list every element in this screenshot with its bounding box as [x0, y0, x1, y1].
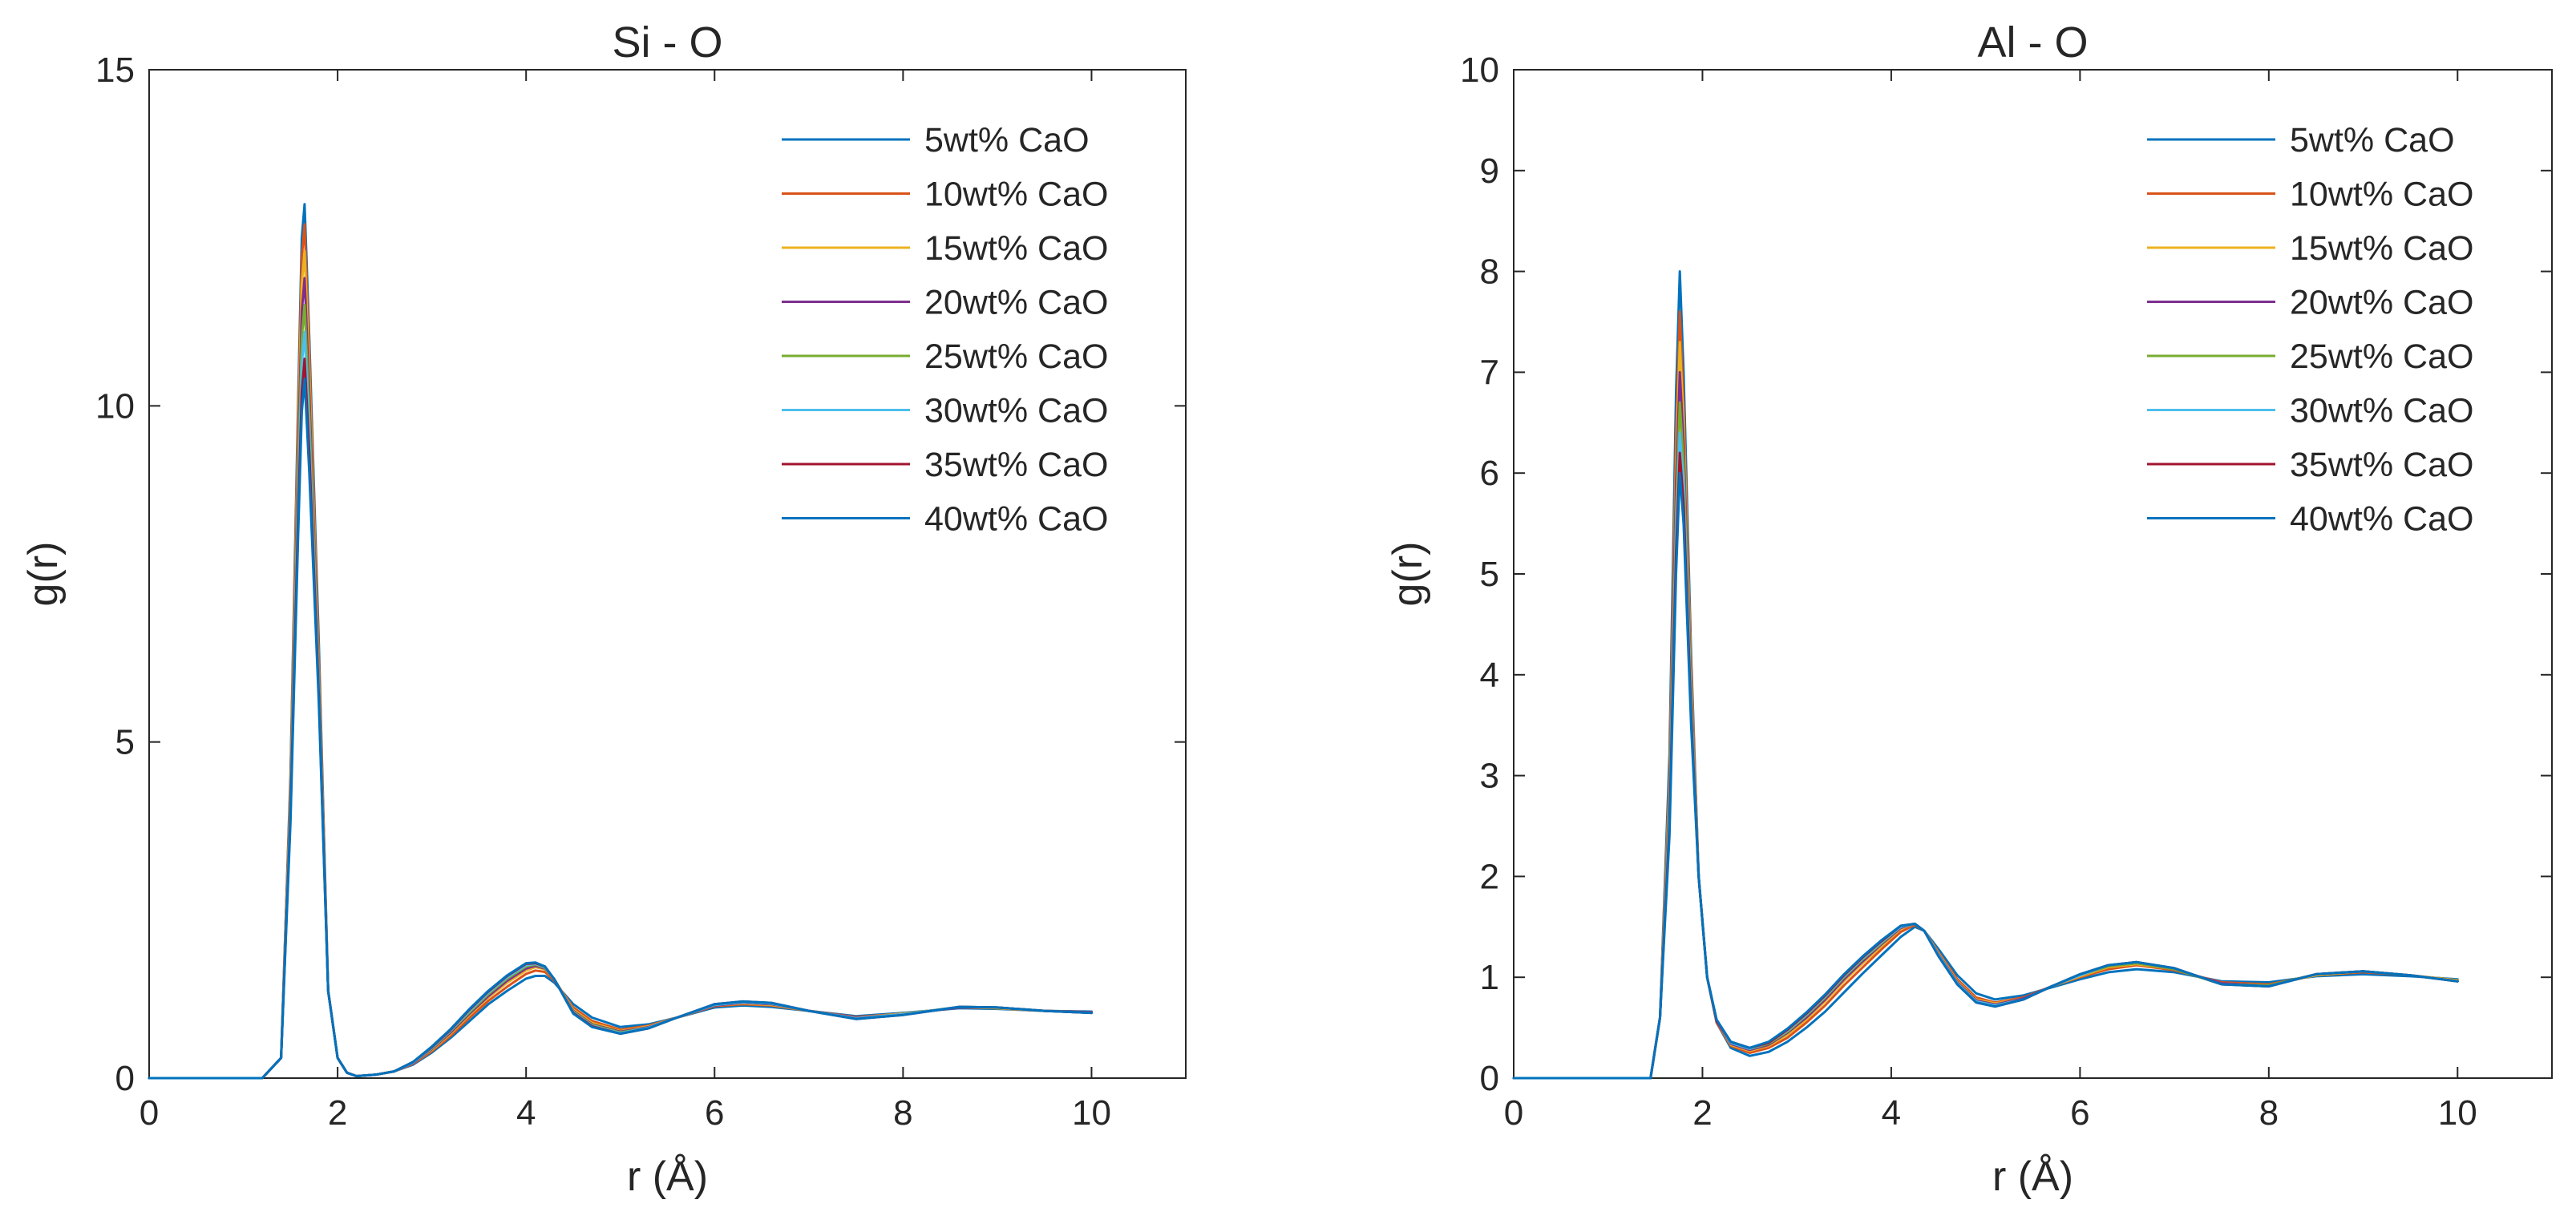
- legend-label: 10wt% CaO: [2290, 176, 2473, 214]
- series-line-0: [148, 203, 1093, 1080]
- y-tick-label: 0: [115, 1059, 135, 1098]
- y-tick-label: 4: [1480, 656, 1499, 695]
- series-lines: [1512, 270, 2459, 1080]
- y-tick-label: 3: [1480, 757, 1499, 796]
- legend-label: 10wt% CaO: [924, 176, 1108, 214]
- y-tick-label: 15: [95, 50, 135, 90]
- legend-label: 40wt% CaO: [924, 500, 1108, 539]
- axes-box: [1513, 69, 2553, 1079]
- y-tick-label: 5: [1480, 555, 1499, 594]
- y-tick-label: 7: [1480, 353, 1499, 392]
- series-line-0: [1512, 270, 2459, 1080]
- legend-label: 40wt% CaO: [2290, 500, 2473, 539]
- legend-label: 25wt% CaO: [2290, 337, 2473, 376]
- legend-label: 5wt% CaO: [2290, 121, 2455, 160]
- x-tick-label: 0: [1504, 1093, 1523, 1133]
- chart-panel-0: 0 2 4 6 8 10 0 5 10 15 Si - O r (Å) g(r) 5wt% CaO 10wt…: [20, 18, 1187, 1200]
- legend-label: 15wt% CaO: [924, 229, 1108, 268]
- y-tick-label: 2: [1480, 857, 1499, 896]
- x-axis-label: r (Å): [627, 1153, 708, 1200]
- series-lines: [148, 203, 1093, 1080]
- series-line-7: [1512, 471, 2459, 1080]
- y-tick-label: 9: [1480, 151, 1499, 191]
- legend-label: 25wt% CaO: [924, 337, 1108, 376]
- legend-label: 20wt% CaO: [924, 284, 1108, 322]
- y-tick-label: 5: [115, 723, 135, 762]
- series-line-5: [148, 330, 1093, 1080]
- x-tick-label: 8: [2259, 1093, 2279, 1133]
- legend: 5wt% CaO 10wt% CaO 15wt% CaO 20wt% CaO 25wt%…: [782, 121, 1108, 539]
- y-tick-label: 6: [1480, 454, 1499, 493]
- x-tick-label: 6: [2070, 1093, 2089, 1133]
- y-tick-label: 0: [1480, 1059, 1499, 1098]
- x-tick-label: 8: [893, 1093, 912, 1133]
- x-tick-label: 4: [1882, 1093, 1901, 1133]
- series-line-6: [1512, 451, 2459, 1080]
- x-tick-label: 10: [2438, 1093, 2477, 1133]
- chart-title: Si - O: [612, 18, 722, 67]
- legend: 5wt% CaO 10wt% CaO 15wt% CaO 20wt% CaO 25wt%…: [2147, 121, 2473, 539]
- x-tick-label: 6: [705, 1093, 724, 1133]
- x-tick-label: 0: [140, 1093, 159, 1133]
- chart-title: Al - O: [1977, 18, 2088, 67]
- legend-label: 30wt% CaO: [924, 392, 1108, 430]
- axes-box: [148, 69, 1187, 1079]
- legend-label: 20wt% CaO: [2290, 284, 2473, 322]
- x-tick-label: 2: [1692, 1093, 1712, 1133]
- legend-label: 15wt% CaO: [2290, 229, 2473, 268]
- chart-panel-1: 0 2 4 6 8 10 0 1 2 3 4 5 6 7 8 9 10 Al - O r (Å) g(r) 5wt% C…: [1385, 18, 2553, 1200]
- y-tick-label: 8: [1480, 252, 1499, 292]
- y-tick-label: 10: [95, 386, 135, 426]
- y-tick-label: 10: [1460, 50, 1499, 90]
- y-tick-label: 1: [1480, 958, 1499, 997]
- legend-label: 30wt% CaO: [2290, 392, 2473, 430]
- legend-label: 35wt% CaO: [2290, 446, 2473, 484]
- x-tick-label: 4: [516, 1093, 536, 1133]
- y-axis-label: g(r): [1385, 542, 1431, 607]
- legend-label: 5wt% CaO: [924, 121, 1090, 160]
- y-axis-label: g(r): [20, 542, 67, 607]
- x-tick-label: 10: [1072, 1093, 1111, 1133]
- x-axis-label: r (Å): [1992, 1153, 2073, 1200]
- legend-label: 35wt% CaO: [924, 446, 1108, 484]
- series-line-7: [148, 378, 1093, 1080]
- x-tick-label: 2: [328, 1093, 347, 1133]
